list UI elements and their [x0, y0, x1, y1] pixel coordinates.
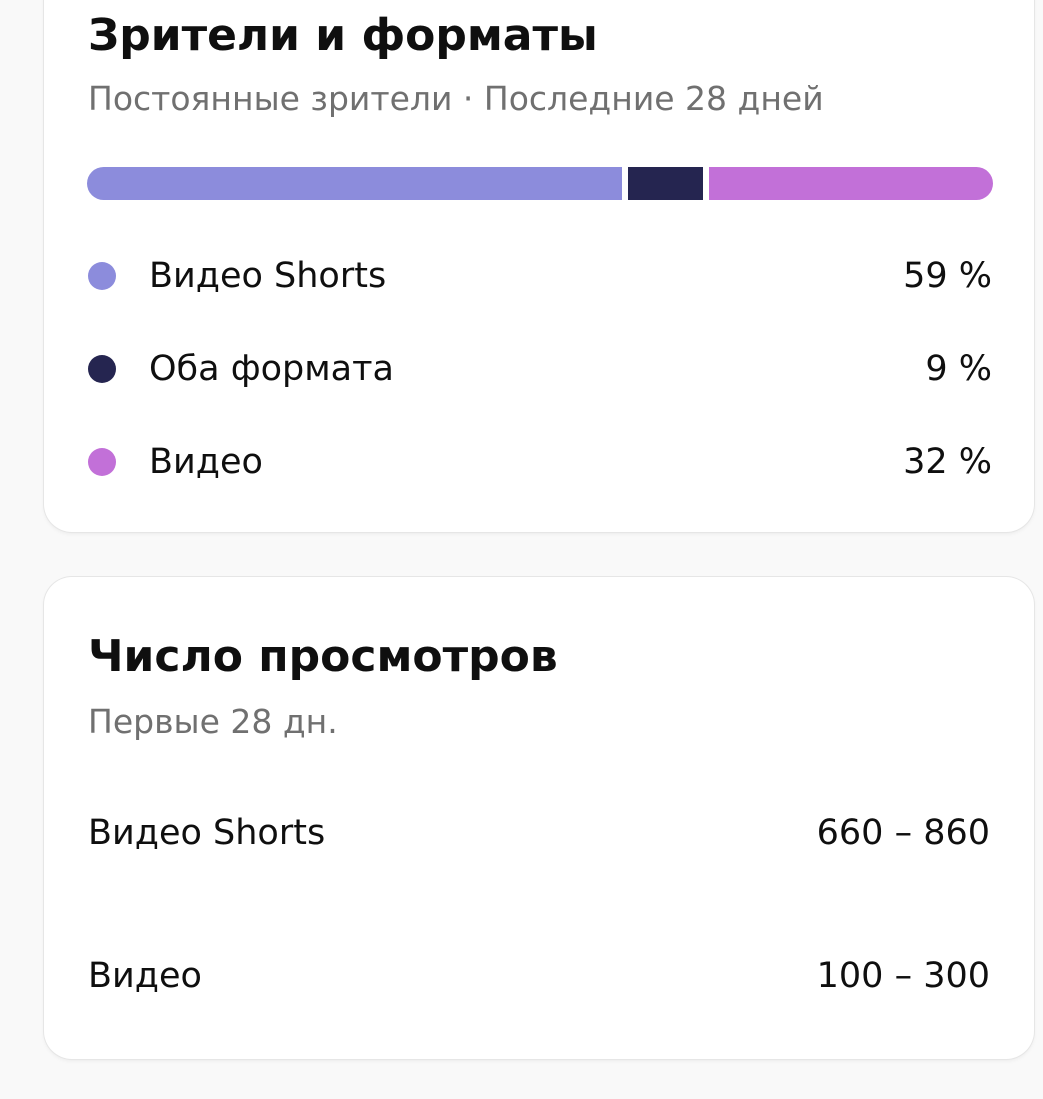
audience-formats-card: Зрители и форматы Постоянные зрители · П…	[44, 0, 1034, 532]
legend-label: Оба формата	[149, 349, 394, 389]
list-item: Видео Shorts 660 – 860	[88, 813, 990, 956]
legend-item: Оба формата 9 %	[88, 349, 992, 442]
legend-label: Видео Shorts	[149, 256, 387, 296]
legend-value: 9 %	[925, 349, 992, 389]
bar-segment-shorts	[87, 167, 622, 200]
legend-item: Видео Shorts 59 %	[88, 256, 992, 349]
audience-formats-title: Зрители и форматы	[88, 10, 598, 61]
audience-formats-subtitle: Постоянные зрители · Последние 28 дней	[88, 79, 824, 118]
view-range-value: 660 – 860	[816, 813, 990, 853]
legend-value: 32 %	[903, 442, 992, 482]
legend-dot-icon	[88, 355, 116, 383]
view-format-label: Видео	[88, 956, 202, 996]
audience-stacked-bar	[87, 167, 993, 200]
legend-value: 59 %	[903, 256, 992, 296]
view-range-value: 100 – 300	[816, 956, 990, 996]
view-count-title: Число просмотров	[88, 631, 558, 682]
view-format-label: Видео Shorts	[88, 813, 326, 853]
audience-legend: Видео Shorts 59 % Оба формата 9 % Видео …	[88, 256, 992, 535]
bar-segment-both	[621, 167, 704, 200]
legend-dot-icon	[88, 448, 116, 476]
view-count-subtitle: Первые 28 дн.	[88, 702, 338, 741]
bar-segment-video	[703, 167, 993, 200]
legend-label: Видео	[149, 442, 263, 482]
legend-item: Видео 32 %	[88, 442, 992, 535]
view-count-card: Число просмотров Первые 28 дн. Видео Sho…	[44, 577, 1034, 1059]
legend-dot-icon	[88, 262, 116, 290]
view-count-list: Видео Shorts 660 – 860 Видео 100 – 300	[88, 813, 990, 1099]
list-item: Видео 100 – 300	[88, 956, 990, 1099]
